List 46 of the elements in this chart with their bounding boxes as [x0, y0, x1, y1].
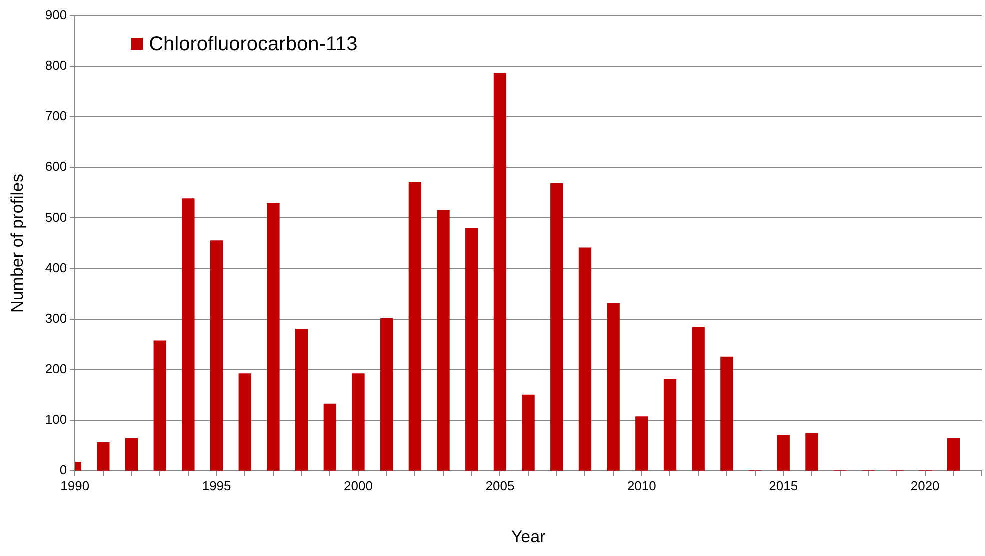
bar	[692, 327, 705, 471]
bar	[777, 435, 790, 471]
y-axis-title: Number of profiles	[8, 174, 27, 313]
y-tick-label: 700	[45, 108, 68, 124]
bar	[607, 303, 620, 471]
bar	[522, 394, 535, 471]
y-tick-label: 800	[45, 58, 68, 74]
bar	[380, 318, 394, 471]
x-tick-label: 2010	[627, 478, 656, 494]
bar	[182, 198, 195, 471]
bar	[664, 379, 677, 471]
bar	[550, 184, 564, 471]
bar	[636, 416, 648, 471]
bar	[324, 404, 336, 471]
bar	[352, 374, 365, 471]
x-tick-label: 2015	[769, 478, 798, 494]
y-tick-label: 500	[45, 210, 68, 225]
bar	[720, 356, 734, 471]
y-tick-label: 600	[45, 159, 68, 174]
bar	[494, 73, 507, 471]
x-axis-title: Year	[511, 527, 546, 546]
bar	[238, 374, 252, 471]
bar	[437, 210, 450, 471]
bar	[154, 340, 166, 471]
x-tick-label: 1995	[202, 478, 232, 494]
bar	[295, 329, 308, 471]
y-tick-label: 200	[45, 361, 68, 376]
bar	[97, 442, 110, 471]
bar	[267, 203, 280, 471]
x-tick-label: 2000	[344, 478, 373, 494]
bar	[210, 240, 224, 471]
y-tick-label: 0	[60, 462, 68, 478]
x-tick-label: 2020	[910, 478, 940, 494]
x-tick-label: 2005	[486, 478, 515, 494]
bar	[466, 228, 478, 471]
legend-label: Chlorofluorocarbon-113	[149, 34, 358, 56]
bar	[578, 248, 592, 471]
y-tick-label: 100	[45, 412, 68, 428]
y-tick-label: 400	[45, 260, 68, 276]
x-tick-label: 1990	[60, 478, 90, 494]
y-tick-label: 900	[45, 8, 68, 23]
bar	[125, 438, 138, 471]
bar	[408, 182, 422, 471]
y-tick-label: 300	[45, 310, 68, 326]
bar	[806, 433, 818, 471]
bar	[947, 438, 960, 471]
